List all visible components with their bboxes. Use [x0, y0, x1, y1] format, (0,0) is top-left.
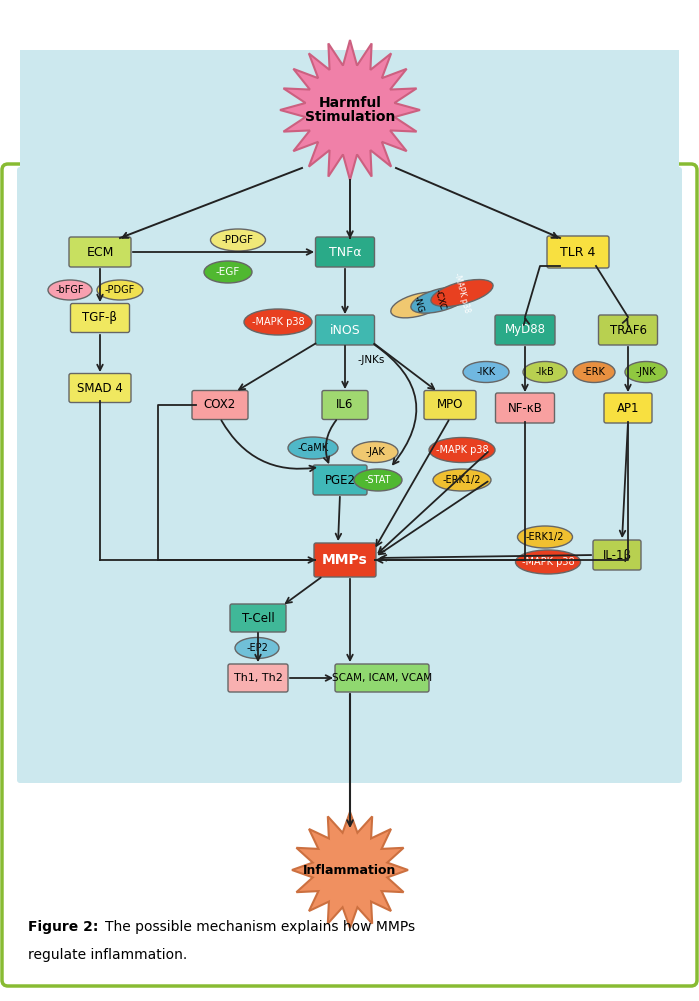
Text: -PDGF: -PDGF: [105, 285, 135, 295]
FancyBboxPatch shape: [17, 167, 682, 783]
Text: -MAPK p38: -MAPK p38: [435, 445, 489, 455]
Text: SMAD 4: SMAD 4: [77, 381, 123, 394]
Text: -STAT: -STAT: [365, 475, 391, 485]
Ellipse shape: [429, 437, 495, 462]
Text: MPO: MPO: [437, 398, 463, 411]
Text: AP1: AP1: [617, 401, 640, 414]
Polygon shape: [292, 812, 408, 928]
Ellipse shape: [235, 638, 279, 659]
Ellipse shape: [625, 361, 667, 382]
Ellipse shape: [573, 361, 615, 382]
FancyBboxPatch shape: [593, 540, 641, 570]
FancyBboxPatch shape: [335, 664, 429, 692]
FancyBboxPatch shape: [604, 393, 652, 423]
Text: -MAPK p38: -MAPK p38: [521, 557, 575, 567]
Ellipse shape: [354, 469, 402, 491]
Ellipse shape: [244, 309, 312, 335]
FancyBboxPatch shape: [598, 315, 658, 345]
Ellipse shape: [515, 550, 580, 574]
Text: -JNK: -JNK: [635, 367, 656, 377]
Ellipse shape: [48, 280, 92, 300]
Text: MMPs: MMPs: [322, 553, 368, 567]
Text: SCAM, ICAM, VCAM: SCAM, ICAM, VCAM: [332, 673, 432, 683]
Text: Figure 2:: Figure 2:: [28, 920, 99, 934]
Text: -bFGF: -bFGF: [56, 285, 85, 295]
Text: Harmful: Harmful: [319, 96, 382, 110]
Text: -CXC: -CXC: [433, 288, 447, 311]
Text: -MAPK p38: -MAPK p38: [452, 272, 472, 314]
Text: NF-κB: NF-κB: [507, 401, 542, 414]
Text: iNOS: iNOS: [330, 323, 361, 336]
Text: TRAF6: TRAF6: [610, 323, 647, 336]
Text: COX2: COX2: [204, 398, 236, 411]
Text: -IKK: -IKK: [477, 367, 496, 377]
Text: -NG: -NG: [412, 295, 424, 314]
FancyBboxPatch shape: [315, 237, 375, 267]
Polygon shape: [280, 40, 420, 180]
Text: TLR 4: TLR 4: [561, 245, 596, 258]
FancyBboxPatch shape: [495, 315, 555, 345]
FancyBboxPatch shape: [71, 303, 129, 332]
Text: -EGF: -EGF: [216, 267, 240, 277]
Text: -ERK1/2: -ERK1/2: [442, 475, 481, 485]
Text: TNFα: TNFα: [329, 245, 361, 258]
FancyBboxPatch shape: [322, 390, 368, 419]
Text: -PDGF: -PDGF: [222, 235, 254, 245]
Text: PGE2: PGE2: [324, 473, 356, 486]
Text: -ERK: -ERK: [582, 367, 605, 377]
Ellipse shape: [433, 469, 491, 491]
Text: Inflammation: Inflammation: [303, 864, 397, 877]
FancyBboxPatch shape: [228, 664, 288, 692]
Text: Stimulation: Stimulation: [305, 110, 395, 124]
FancyBboxPatch shape: [496, 393, 554, 423]
FancyBboxPatch shape: [424, 390, 476, 419]
FancyBboxPatch shape: [69, 237, 131, 267]
FancyBboxPatch shape: [69, 373, 131, 402]
Ellipse shape: [352, 441, 398, 462]
Text: MyD88: MyD88: [505, 323, 545, 336]
FancyBboxPatch shape: [230, 604, 286, 632]
Text: The possible mechanism explains how MMPs: The possible mechanism explains how MMPs: [105, 920, 415, 934]
FancyBboxPatch shape: [314, 543, 376, 577]
Text: -MAPK p38: -MAPK p38: [252, 317, 304, 327]
Ellipse shape: [210, 229, 266, 251]
Text: -JNKs: -JNKs: [358, 355, 385, 365]
Ellipse shape: [204, 261, 252, 283]
Text: -EP2: -EP2: [246, 643, 268, 653]
Ellipse shape: [391, 292, 445, 318]
FancyBboxPatch shape: [547, 236, 609, 268]
Text: -JAK: -JAK: [365, 447, 385, 457]
Text: TGF-β: TGF-β: [82, 311, 117, 324]
Text: -ERK1/2: -ERK1/2: [526, 532, 564, 542]
Ellipse shape: [523, 361, 567, 382]
Ellipse shape: [97, 280, 143, 300]
Polygon shape: [20, 50, 679, 780]
Ellipse shape: [463, 361, 509, 382]
Text: ECM: ECM: [86, 245, 114, 258]
Text: Th1, Th2: Th1, Th2: [233, 673, 282, 683]
Text: IL6: IL6: [336, 398, 354, 411]
FancyBboxPatch shape: [2, 164, 697, 986]
FancyBboxPatch shape: [313, 465, 367, 495]
FancyBboxPatch shape: [192, 390, 248, 419]
Text: -IkB: -IkB: [535, 367, 554, 377]
Ellipse shape: [411, 287, 469, 313]
FancyBboxPatch shape: [315, 315, 375, 345]
Text: IL-1β: IL-1β: [603, 549, 632, 562]
Ellipse shape: [517, 526, 572, 548]
Text: -CaMK: -CaMK: [298, 443, 329, 453]
Text: regulate inflammation.: regulate inflammation.: [28, 948, 187, 962]
Ellipse shape: [288, 437, 338, 459]
Text: T-Cell: T-Cell: [242, 612, 275, 625]
Ellipse shape: [431, 279, 493, 306]
